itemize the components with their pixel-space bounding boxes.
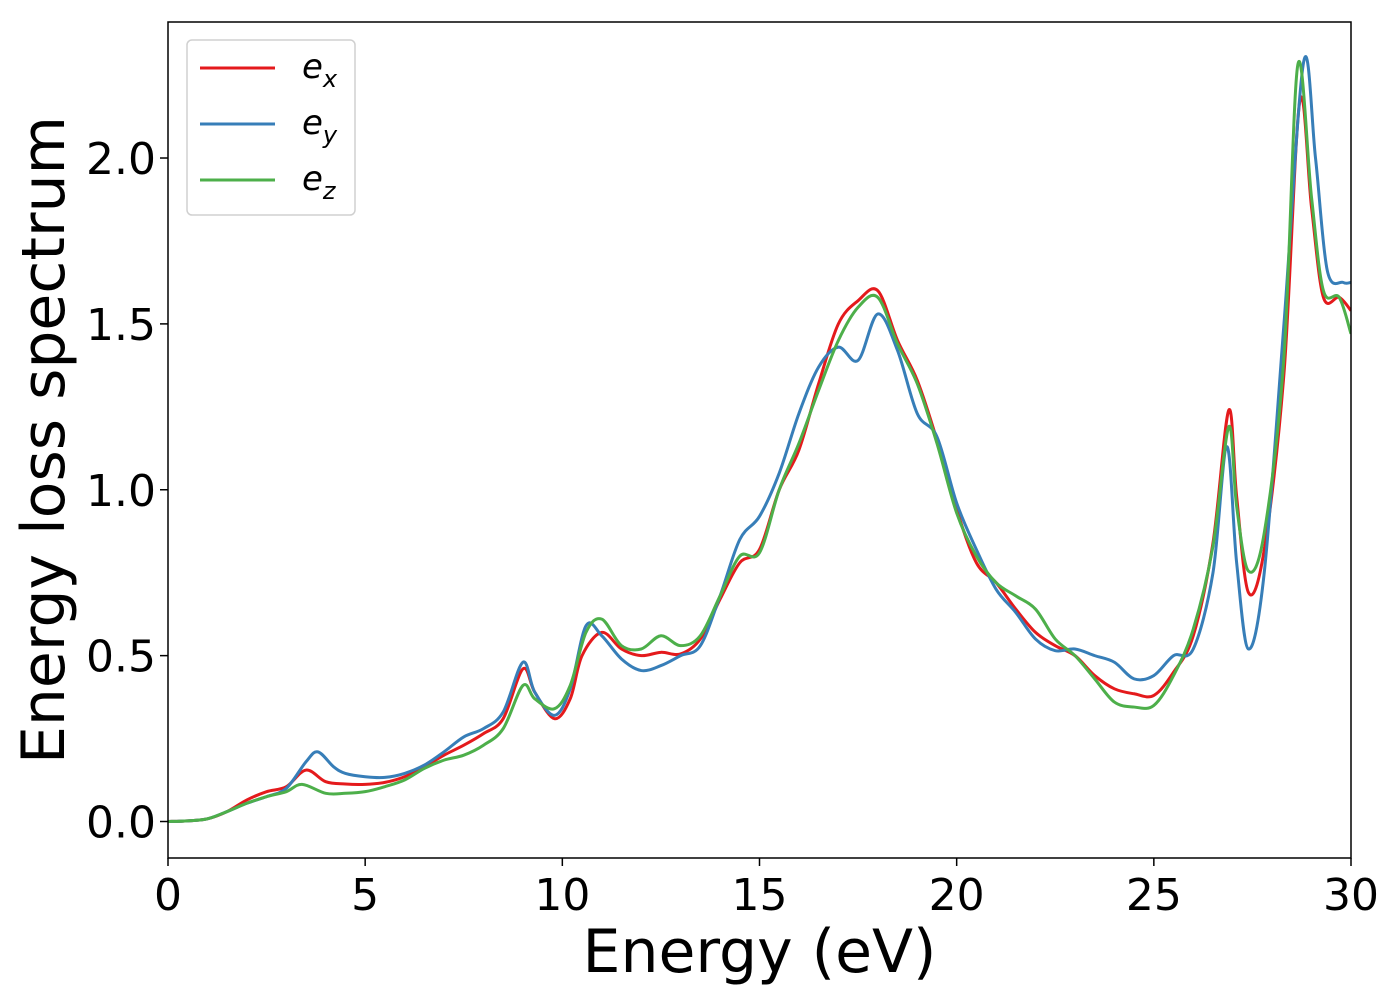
x-tick-label: 0 [154,870,182,921]
legend-subscript: x [322,65,338,93]
x-axis: 0 5 10 15 20 25 30 [154,858,1379,921]
x-tick-label: 5 [351,870,379,921]
x-tick-label: 10 [534,870,590,921]
x-axis-title: Energy (eV) [583,917,937,987]
y-tick-label: 0.0 [86,798,156,849]
series-line-ez [168,60,1351,824]
x-tick-label: 20 [929,870,985,921]
y-tick-label: 1.0 [86,466,156,517]
y-tick-label: 0.5 [86,632,156,683]
legend-label-ey: ey [302,103,338,149]
x-tick-label: 25 [1126,870,1182,921]
legend-subscript: y [322,121,338,149]
legend-box [186,39,356,216]
y-tick-label: 1.5 [86,300,156,351]
x-tick-label: 15 [732,870,788,921]
y-tick-label: 2.0 [86,134,156,185]
y-axis: 0.0 0.5 1.0 1.5 2.0 [86,134,168,849]
series-line-ey [168,55,1351,824]
y-axis-title: Energy loss spectrum [9,116,79,764]
legend-subscript: z [322,177,337,205]
x-tick-label: 30 [1323,870,1379,921]
legend-label-ex: ex [302,47,338,93]
plot-lines [168,55,1351,824]
